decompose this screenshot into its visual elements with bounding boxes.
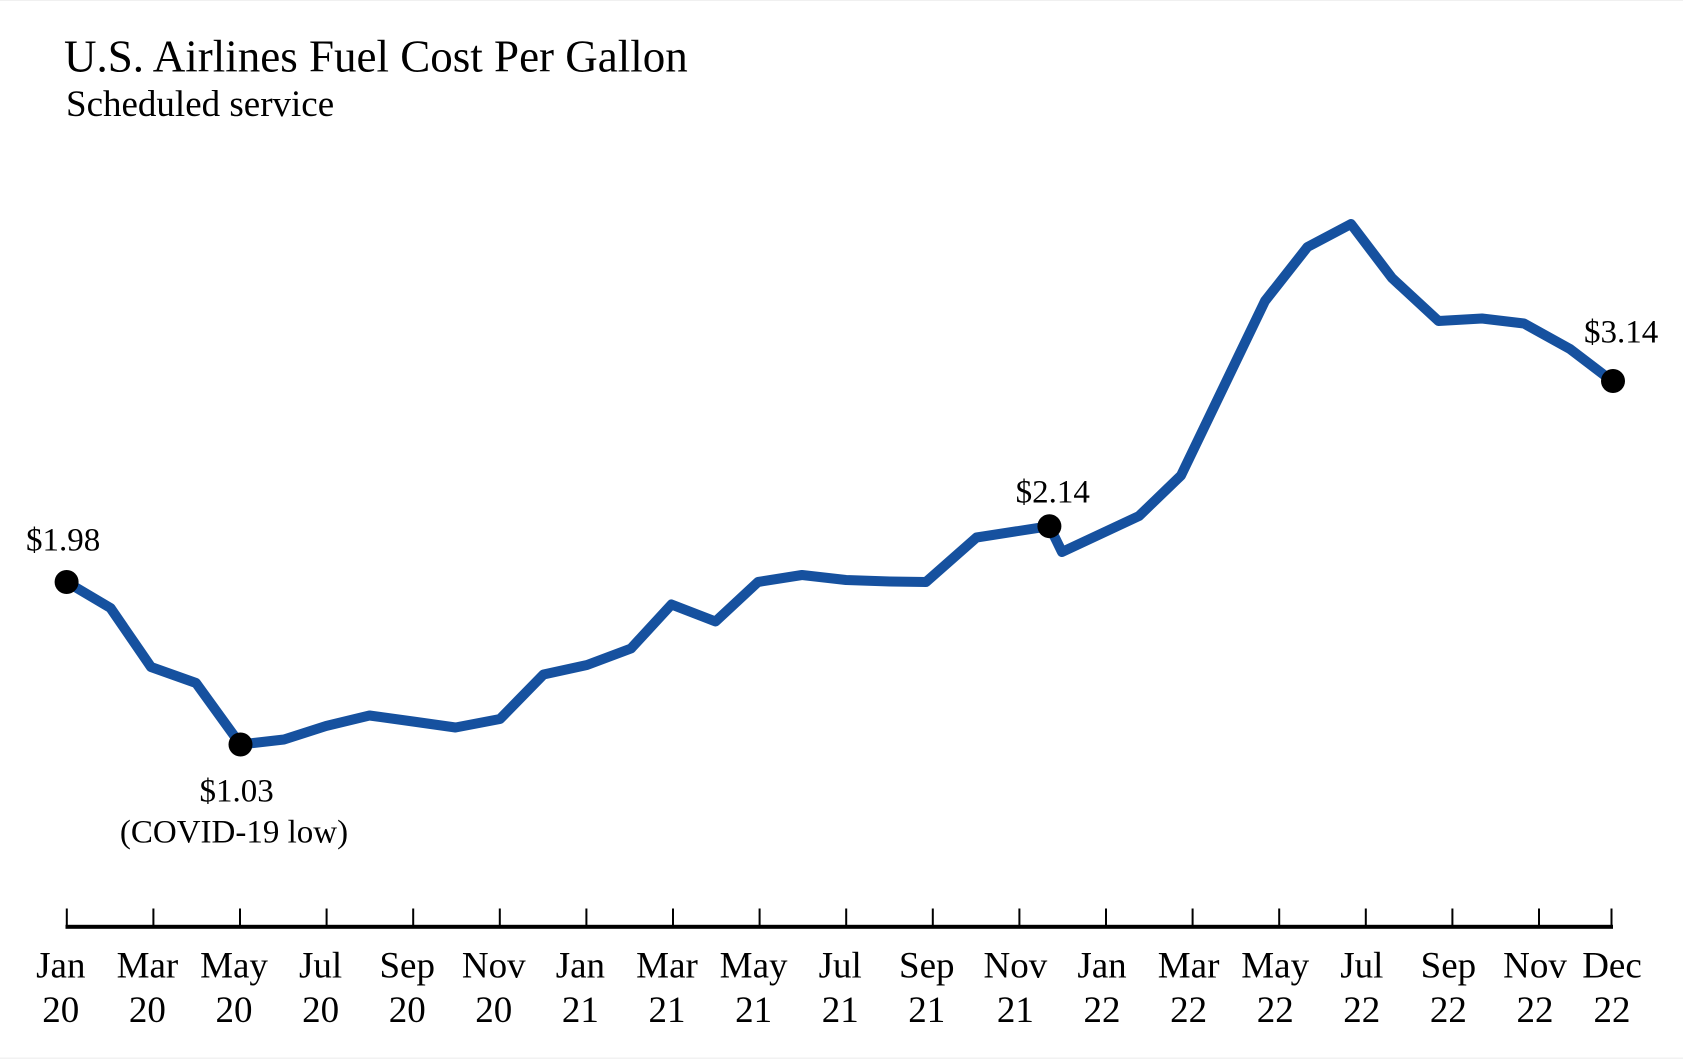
svg-text:Nov: Nov — [462, 946, 526, 987]
svg-text:(COVID-19 low): (COVID-19 low) — [120, 815, 348, 851]
svg-text:Mar: Mar — [117, 946, 179, 987]
svg-text:Jan: Jan — [36, 946, 85, 987]
svg-text:20: 20 — [129, 990, 166, 1031]
svg-text:Sep: Sep — [379, 946, 435, 987]
svg-text:May: May — [200, 946, 268, 987]
svg-text:Mar: Mar — [636, 946, 698, 987]
svg-text:Dec: Dec — [1582, 946, 1642, 987]
svg-text:21: 21 — [735, 990, 772, 1031]
svg-text:U.S. Airlines Fuel Cost Per Ga: U.S. Airlines Fuel Cost Per Gallon — [64, 32, 688, 82]
svg-text:Jan: Jan — [1077, 946, 1126, 987]
svg-text:22: 22 — [1084, 990, 1121, 1031]
svg-text:May: May — [720, 946, 788, 987]
svg-text:Sep: Sep — [899, 946, 955, 987]
svg-text:Jan: Jan — [556, 946, 605, 987]
svg-text:21: 21 — [822, 990, 859, 1031]
svg-text:21: 21 — [997, 990, 1034, 1031]
svg-text:$2.14: $2.14 — [1016, 475, 1090, 511]
svg-text:Jul: Jul — [1340, 946, 1383, 987]
svg-text:20: 20 — [216, 990, 253, 1031]
svg-text:20: 20 — [475, 990, 512, 1031]
svg-text:Scheduled service: Scheduled service — [66, 84, 334, 125]
svg-text:20: 20 — [389, 990, 426, 1031]
svg-text:22: 22 — [1517, 990, 1554, 1031]
svg-text:Mar: Mar — [1158, 946, 1220, 987]
svg-text:22: 22 — [1430, 990, 1467, 1031]
svg-text:21: 21 — [649, 990, 686, 1031]
svg-text:Jul: Jul — [299, 946, 342, 987]
svg-text:Jul: Jul — [819, 946, 862, 987]
svg-text:21: 21 — [908, 990, 945, 1031]
svg-text:22: 22 — [1170, 990, 1207, 1031]
svg-text:May: May — [1241, 946, 1309, 987]
svg-text:$1.98: $1.98 — [26, 523, 100, 559]
svg-text:22: 22 — [1594, 990, 1631, 1031]
svg-text:Nov: Nov — [1503, 946, 1567, 987]
svg-text:22: 22 — [1257, 990, 1294, 1031]
svg-text:Sep: Sep — [1421, 946, 1477, 987]
svg-text:Nov: Nov — [984, 946, 1048, 987]
svg-text:$1.03: $1.03 — [199, 774, 273, 810]
svg-text:20: 20 — [42, 990, 79, 1031]
svg-text:$3.14: $3.14 — [1584, 315, 1658, 351]
svg-text:21: 21 — [562, 990, 599, 1031]
svg-text:20: 20 — [302, 990, 339, 1031]
svg-text:22: 22 — [1343, 990, 1380, 1031]
